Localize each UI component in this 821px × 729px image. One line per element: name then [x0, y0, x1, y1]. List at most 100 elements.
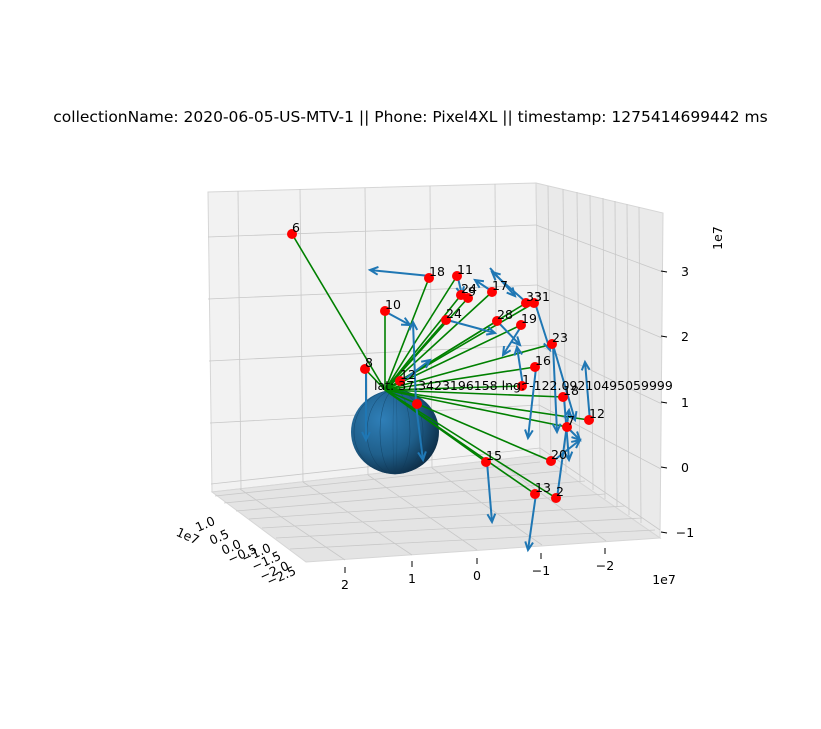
satellite-point — [360, 364, 370, 374]
velocity-arrowhead — [486, 513, 497, 525]
x-tick-label: −1 — [532, 563, 550, 578]
grid-line — [223, 470, 561, 504]
y-tick-label: 0.5 — [207, 526, 231, 548]
satellite-label: 13 — [535, 480, 551, 495]
line-of-sight — [384, 343, 553, 391]
z-offset-label: 1e7 — [710, 226, 725, 250]
grid-line — [214, 461, 541, 497]
velocity-arrow — [385, 311, 411, 326]
x-tick-label: 0 — [473, 568, 481, 583]
satellite-point — [441, 315, 451, 325]
velocity-arrow — [446, 319, 496, 334]
satellite-point — [452, 271, 462, 281]
grid-line — [536, 284, 663, 339]
velocity-arrowhead — [524, 541, 534, 553]
satellite-label: 24 — [446, 306, 462, 321]
velocity-arrowhead — [490, 270, 501, 281]
receiver-marker — [412, 399, 422, 409]
grid-line — [275, 517, 643, 539]
grid-line — [626, 203, 630, 516]
velocity-arrowhead — [485, 326, 498, 336]
velocity-arrow — [527, 367, 537, 439]
velocity-arrowhead — [551, 423, 562, 435]
satellite-point — [521, 298, 531, 308]
grid-line — [431, 467, 543, 546]
velocity-arrow — [412, 321, 417, 406]
satellite-point — [584, 415, 594, 425]
earth-body — [351, 390, 439, 474]
velocity-arrow — [552, 344, 558, 433]
satellite-markers — [287, 229, 594, 503]
satellite-point — [530, 489, 540, 499]
satellite-point — [546, 456, 556, 466]
satellite-label: 2 — [556, 484, 564, 499]
satellite-point — [395, 376, 405, 386]
y-tick-label: 0.0 — [219, 536, 243, 558]
satellite-point — [516, 320, 526, 330]
line-of-sight — [291, 233, 386, 391]
velocity-arrowhead — [400, 317, 413, 327]
x-tick-label: −2 — [596, 558, 614, 573]
grid-line — [539, 447, 661, 531]
velocity-arrowhead — [501, 345, 512, 357]
velocity-arrowhead — [570, 438, 582, 449]
grid-line — [248, 493, 606, 520]
grid-line — [208, 344, 539, 362]
line-of-sight — [384, 389, 590, 421]
grid-line — [614, 200, 618, 508]
grid-line — [239, 488, 346, 561]
grid-line — [638, 206, 642, 524]
velocity-arrow — [415, 404, 424, 461]
satellite-point — [551, 493, 561, 503]
satellite-point — [530, 362, 540, 372]
z-tick-label: 2 — [681, 329, 689, 344]
grid-line — [537, 344, 663, 405]
grid-line — [302, 481, 413, 556]
line-of-sight — [384, 366, 536, 391]
satellite-label: 24 — [461, 281, 477, 296]
velocity-arrowhead — [361, 431, 371, 443]
line-of-sight — [384, 277, 430, 391]
satellite-point — [487, 287, 497, 297]
z-tick-label: −1 — [676, 525, 694, 540]
velocity-arrowhead — [367, 265, 379, 276]
axes-panes — [207, 182, 664, 563]
z-tick-mark — [660, 401, 668, 404]
line-of-sight — [384, 275, 458, 391]
velocity-arrowhead — [524, 429, 534, 441]
velocity-arrow — [584, 361, 591, 422]
satellite-point — [517, 381, 527, 391]
velocity-arrowhead — [513, 344, 523, 356]
grid-line — [237, 190, 242, 490]
velocity-arrowhead — [511, 336, 522, 347]
x-tick-label: 2 — [341, 577, 349, 592]
satellite-label: 28 — [497, 307, 513, 322]
velocity-arrow — [552, 344, 576, 421]
line-of-sight — [384, 389, 536, 495]
velocity-arrowhead — [563, 451, 574, 463]
velocity-arrow — [489, 267, 516, 297]
line-of-sight — [384, 291, 493, 391]
grid-line — [602, 197, 606, 500]
satellite-label: 33 — [526, 289, 542, 304]
chart-title: collectionName: 2020-06-05-US-MTV-1 || P… — [53, 108, 768, 126]
velocity-arrow — [502, 324, 523, 356]
z-tick-mark — [660, 466, 668, 469]
grid-line — [207, 284, 538, 300]
satellite-label: 31 — [534, 289, 550, 304]
grid-line — [496, 460, 607, 542]
satellite-label: 6 — [292, 220, 300, 235]
z-tick-label: 1 — [681, 395, 689, 410]
velocity-arrowhead — [580, 359, 591, 371]
grid-line — [261, 505, 626, 529]
velocity-arrowhead — [568, 410, 578, 423]
satellite-point — [287, 229, 297, 239]
velocity-arrow — [486, 461, 493, 523]
satellite-label: 19 — [521, 311, 537, 326]
grid-line — [535, 224, 664, 273]
satellite-label: 16 — [535, 353, 551, 368]
velocity-arrowhead — [417, 451, 427, 463]
z-tick-label: 3 — [681, 264, 689, 279]
